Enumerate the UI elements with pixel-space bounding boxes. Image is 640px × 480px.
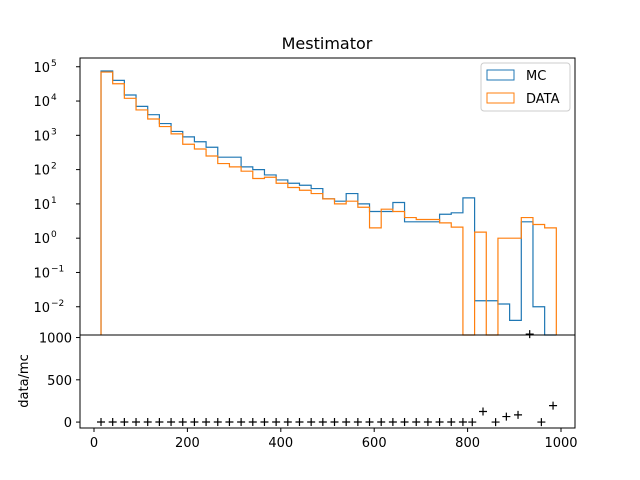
ratio-point — [342, 417, 351, 426]
ratio-point — [307, 417, 316, 426]
ratio-point — [525, 330, 534, 339]
ratio-y-ticks: 0 500 1000 — [39, 332, 80, 431]
ratio-point — [537, 418, 546, 427]
ratio-point — [283, 417, 292, 426]
histogram-y-tick-label: 10 — [33, 266, 50, 281]
legend: MC DATA — [480, 62, 571, 112]
histogram-y-tick-exponent: 4 — [51, 93, 57, 103]
legend-box — [480, 62, 571, 112]
ratio-x-tick-label: 200 — [175, 436, 200, 451]
ratio-point — [365, 417, 374, 426]
ratio-y-tick-label: 0 — [64, 416, 72, 431]
legend-swatch-mc — [486, 69, 515, 81]
ratio-point — [190, 417, 199, 426]
ratio-point — [514, 410, 523, 419]
histogram-y-tick-exponent: 0 — [51, 230, 57, 240]
ratio-point — [388, 417, 397, 426]
ratio-y-tick-label: 1000 — [39, 332, 72, 347]
ratio-point — [202, 417, 211, 426]
ratio-point — [502, 412, 511, 421]
histogram-y-tick-label: 10 — [33, 95, 50, 110]
histogram-y-tick-label: 10 — [33, 198, 50, 213]
histogram-y-tick-label: 10 — [33, 61, 50, 76]
histogram-series-data — [100, 71, 557, 336]
ratio-point — [330, 417, 339, 426]
histogram-y-tick-label: 10 — [33, 129, 50, 144]
histogram-y-tick-label: 10 — [33, 301, 50, 316]
histogram-series — [100, 70, 557, 336]
ratio-point — [458, 417, 467, 426]
ratio-point — [423, 417, 432, 426]
ratio-x-tick-label: 600 — [362, 436, 387, 451]
ratio-point — [412, 417, 421, 426]
ratio-point — [167, 417, 176, 426]
ratio-point — [377, 417, 386, 426]
ratio-x-tick-label: 1000 — [544, 436, 577, 451]
ratio-point — [447, 417, 456, 426]
ratio-x-tick-label: 400 — [268, 436, 293, 451]
legend-label-data: DATA — [526, 92, 560, 107]
chart-title: Mestimator — [282, 34, 373, 53]
ratio-x-tick-label: 0 — [90, 436, 98, 451]
ratio-point — [318, 417, 327, 426]
histogram-y-tick-exponent: 2 — [51, 162, 57, 172]
ratio-point — [108, 417, 117, 426]
ratio-point — [468, 418, 477, 427]
ratio-point — [260, 417, 269, 426]
ratio-point — [272, 417, 281, 426]
ratio-point — [225, 417, 234, 426]
ratio-point — [213, 417, 222, 426]
histogram-y-tick-exponent: 3 — [51, 127, 57, 137]
histogram-y-tick-exponent: 1 — [51, 196, 57, 206]
ratio-point — [549, 401, 558, 410]
ratio-point — [479, 407, 488, 416]
ratio-panel: 0 500 1000 0 200 400 600 800 1000 data/mc — [17, 330, 578, 451]
ratio-point — [120, 417, 129, 426]
ratio-point — [491, 418, 500, 427]
ratio-point — [353, 417, 362, 426]
ratio-point — [435, 417, 444, 426]
ratio-point — [178, 417, 187, 426]
ratio-points — [97, 330, 558, 427]
ratio-x-tick-label: 800 — [455, 436, 480, 451]
histogram-y-tick-label: 10 — [33, 164, 50, 179]
ratio-y-tick-label: 500 — [47, 374, 72, 389]
ratio-y-axis-label: data/mc — [17, 354, 32, 407]
ratio-x-ticks: 0 200 400 600 800 1000 — [90, 428, 578, 451]
ratio-point — [132, 417, 141, 426]
histogram-y-tick-exponent: −2 — [51, 299, 64, 309]
ratio-axes-frame — [79, 334, 576, 429]
histogram-y-tick-exponent: −1 — [51, 264, 64, 274]
ratio-point — [237, 417, 246, 426]
legend-swatch-data — [486, 92, 515, 104]
ratio-point — [295, 417, 304, 426]
ratio-point — [143, 417, 152, 426]
ratio-point — [248, 417, 257, 426]
ratio-point — [155, 417, 164, 426]
ratio-point — [97, 417, 106, 426]
histogram-y-tick-exponent: 5 — [51, 59, 57, 69]
ratio-point — [400, 417, 409, 426]
legend-label-mc: MC — [526, 69, 546, 84]
histogram-y-tick-label: 10 — [33, 232, 50, 247]
